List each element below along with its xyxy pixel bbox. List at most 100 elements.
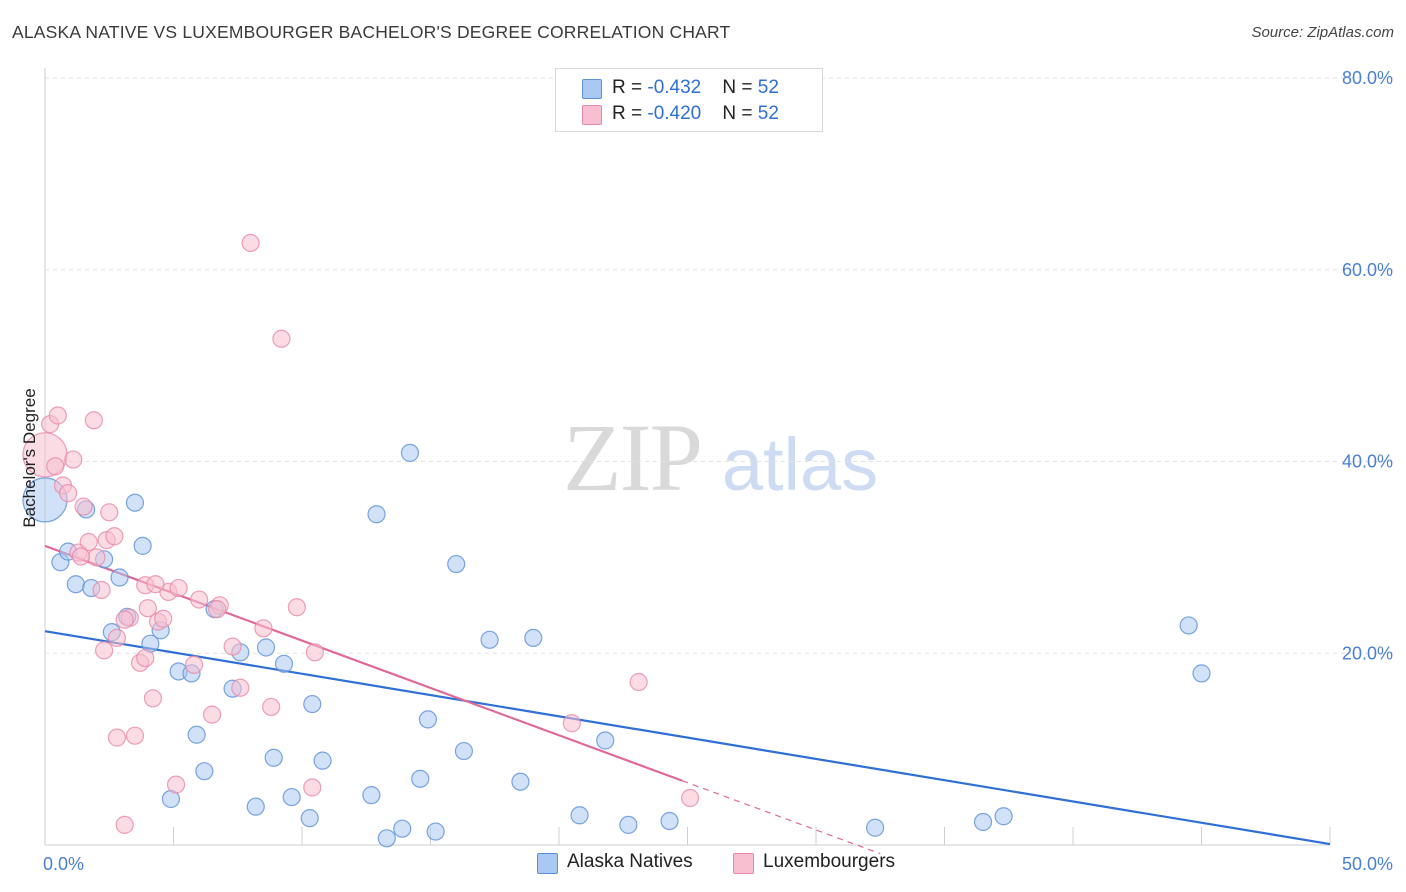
data-point (115, 815, 134, 834)
legend-r-value: -0.420 (647, 103, 702, 124)
legend-n-value: 52 (757, 77, 779, 98)
data-point (254, 619, 273, 638)
data-point (362, 786, 381, 805)
data-point (84, 411, 103, 430)
y-tick-label: 80.0% (1342, 68, 1393, 88)
source-label: Source: ZipAtlas.com (1251, 24, 1394, 41)
data-point (262, 697, 281, 717)
data-point (562, 714, 581, 733)
y-tick-label: 60.0% (1342, 260, 1393, 280)
data-point (994, 807, 1013, 826)
data-point (125, 726, 145, 745)
data-point (480, 630, 499, 649)
data-point (300, 809, 319, 828)
y-tick-label: 40.0% (1342, 452, 1393, 472)
data-point (100, 503, 119, 522)
data-point (660, 811, 679, 831)
data-point (92, 580, 111, 600)
legend-swatch-luxembourgers (582, 105, 602, 125)
bottom-legend-label-alaska-natives: Alaska Natives (567, 851, 693, 872)
data-point (596, 731, 615, 750)
x-tick-label: 50.0% (1342, 854, 1393, 874)
legend-n-label: N = (722, 103, 758, 124)
data-point (973, 812, 993, 832)
data-point (107, 628, 127, 648)
watermark-zip: ZIP (563, 404, 701, 511)
data-point (133, 536, 152, 555)
data-point (282, 787, 301, 807)
legend-n-value: 52 (757, 103, 779, 124)
data-point (866, 818, 885, 837)
data-point (202, 705, 222, 724)
data-point (231, 678, 250, 697)
bottom-legend-swatch-luxembourgers (733, 853, 754, 874)
data-point (223, 637, 242, 656)
data-point (367, 505, 386, 524)
legend: R = -0.432 N = 52 R = -0.420 N = 52 (555, 68, 823, 132)
data-point (256, 638, 276, 657)
data-point (169, 578, 188, 598)
chart-title: ALASKA NATIVE VS LUXEMBOURGER BACHELOR'S… (12, 22, 731, 42)
data-point (79, 532, 98, 552)
data-point (447, 554, 466, 574)
data-point (195, 762, 214, 781)
data-point (48, 406, 67, 425)
data-point (313, 751, 332, 770)
data-point (95, 641, 114, 660)
data-point (287, 598, 306, 617)
data-point (208, 600, 227, 619)
data-point (524, 628, 543, 648)
data-point (190, 590, 209, 609)
data-point (393, 819, 412, 838)
data-point (264, 748, 283, 767)
trend-line-luxembourgers-extension (682, 780, 881, 855)
data-point (66, 575, 85, 594)
legend-r-label: R = (612, 77, 648, 98)
watermark-atlas: atlas (722, 423, 878, 506)
data-point (305, 643, 324, 662)
data-point (619, 815, 638, 834)
data-point (166, 775, 186, 794)
trend-line-alaska-natives (44, 630, 1331, 846)
data-point (187, 725, 206, 744)
data-point (71, 547, 91, 566)
data-point (110, 568, 129, 587)
data-point (146, 575, 165, 594)
data-point (629, 672, 648, 692)
data-point (74, 497, 93, 516)
data-point (125, 493, 145, 512)
data-point (377, 829, 396, 848)
y-tick-label: 20.0% (1342, 643, 1393, 663)
data-point (400, 443, 420, 462)
data-point (241, 233, 260, 253)
legend-swatch-alaska-natives (582, 79, 602, 99)
data-point (87, 548, 106, 567)
x-tick-label: 0.0% (43, 854, 84, 874)
legend-n-label: N = (722, 77, 758, 98)
data-point (138, 599, 157, 618)
legend-r-value: -0.432 (647, 77, 702, 98)
data-point (105, 527, 124, 546)
data-point (1192, 664, 1211, 683)
series-luxembourgers (22, 233, 700, 834)
data-point (46, 457, 65, 476)
legend-r-label: R = (612, 103, 648, 124)
watermark: ZIP atlas (563, 404, 878, 511)
data-point (426, 822, 445, 841)
data-point (143, 689, 163, 708)
data-point (115, 610, 134, 629)
y-axis-label: Bachelor's Degree (20, 388, 39, 527)
data-point (64, 450, 83, 469)
data-point (680, 788, 700, 808)
data-point (154, 609, 173, 628)
bottom-legend-swatch-alaska-natives (537, 853, 558, 874)
data-point (303, 778, 322, 797)
data-point (418, 710, 438, 729)
data-point (303, 694, 322, 714)
data-point (454, 741, 474, 761)
data-point (570, 806, 589, 825)
data-point (136, 648, 155, 668)
data-point (184, 655, 204, 674)
data-point (1179, 616, 1198, 635)
